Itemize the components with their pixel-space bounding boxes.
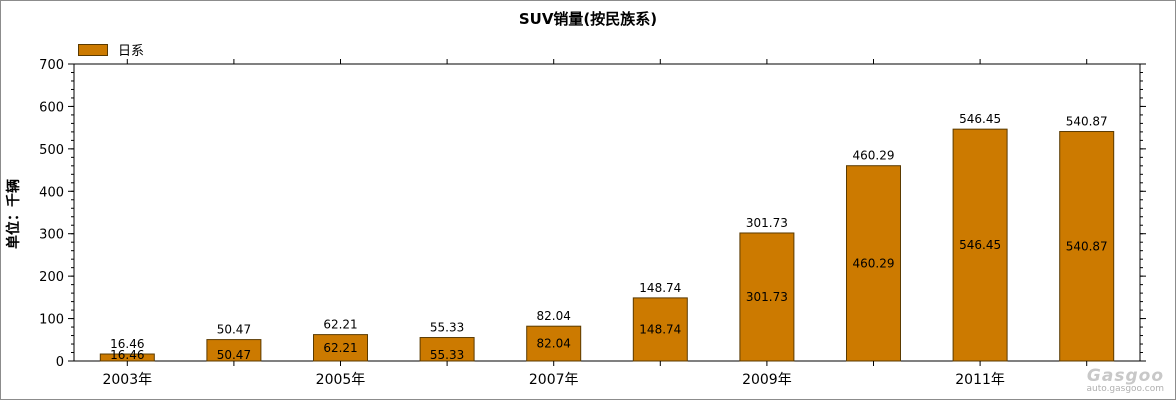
bar-inner-label: 62.21 [323,341,357,355]
y-tick-label: 200 [39,270,64,285]
bar-inner-label: 50.47 [217,348,251,362]
bar-value-label: 50.47 [217,323,251,337]
plot-area [73,63,1141,362]
bar-value-label: 16.46 [110,337,144,351]
x-tick-label: 2009年 [742,372,792,388]
watermark-brand: Gasgoo [1086,366,1164,386]
bar-inner-label: 55.33 [430,348,464,362]
y-tick-label: 700 [39,58,64,73]
bar-value-label: 148.74 [639,281,681,295]
watermark: Gasgoo auto.gasgoo.com [1086,368,1164,394]
x-tick-label: 2011年 [955,372,1005,388]
bar [526,325,582,362]
chart-title: SUV销量(按民族系) [518,10,658,28]
y-tick-label: 100 [39,313,64,328]
bar-value-label: 540.87 [1066,115,1108,129]
bar-value-label: 62.21 [323,318,357,332]
bar-value-label: 301.73 [746,216,788,230]
bar-inner-label: 148.74 [639,322,681,336]
bar-value-label: 546.45 [959,112,1001,126]
bar-inner-label: 16.46 [110,348,144,362]
legend-label: 日系 [118,44,145,59]
x-tick-label: 2007年 [529,372,579,388]
y-tick-label: 400 [39,185,64,200]
bar [846,165,901,362]
bar-value-label: 460.29 [853,149,895,163]
chart-legend: 日系 [78,40,144,59]
bar [313,334,368,362]
bar-inner-label: 540.87 [1066,239,1108,253]
x-tick-label: 2005年 [316,372,366,388]
bar [632,297,688,362]
bar [952,128,1008,362]
bar [1059,131,1115,362]
legend-swatch [78,43,108,56]
y-tick-label: 500 [39,143,64,158]
watermark-url: auto.gasgoo.com [1086,384,1164,394]
y-tick-label: 600 [39,100,64,115]
bar-inner-label: 301.73 [746,290,788,304]
y-tick-label: 300 [39,228,64,243]
x-tick-label: 2003年 [102,372,152,388]
bar-inner-label: 82.04 [537,337,571,351]
bar-inner-label: 460.29 [853,256,895,270]
bar-value-label: 55.33 [430,321,464,335]
bar-inner-label: 546.45 [959,238,1001,252]
bar-value-label: 82.04 [537,309,571,323]
y-tick-label: 0 [56,355,64,370]
